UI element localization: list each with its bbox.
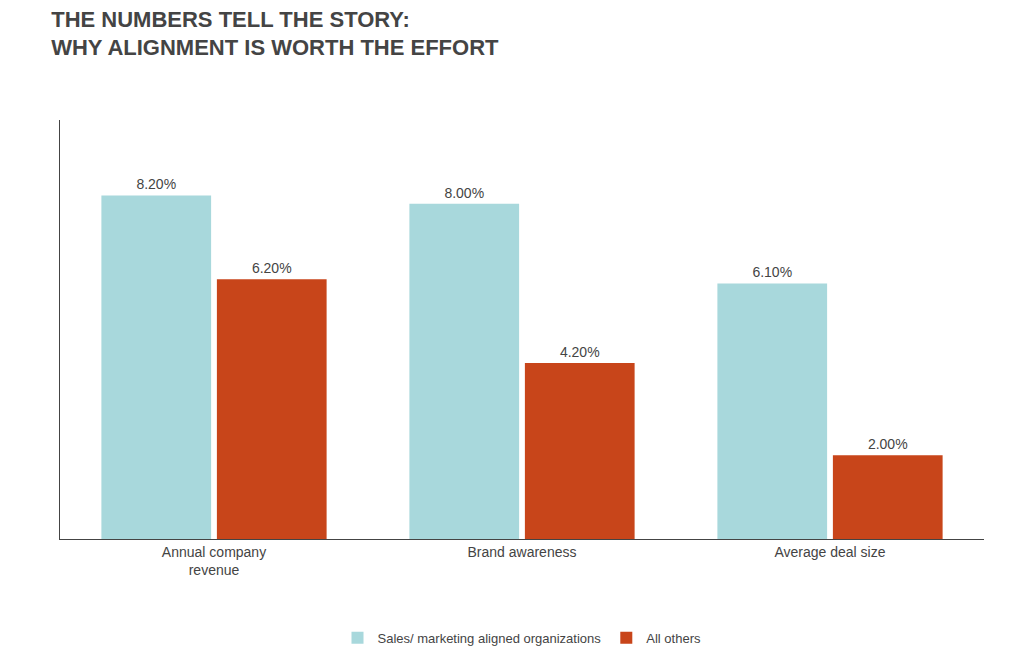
svg-text:4.20%: 4.20% <box>560 344 600 360</box>
svg-text:THE NUMBERS TELL THE STORY:WHY: THE NUMBERS TELL THE STORY:WHY ALIGNMENT… <box>51 7 499 61</box>
svg-text:6.20%: 6.20% <box>252 260 292 276</box>
svg-text:Annual companyrevenue: Annual companyrevenue <box>162 544 266 578</box>
svg-text:Average deal size: Average deal size <box>774 544 885 560</box>
svg-text:2.00%: 2.00% <box>868 436 908 452</box>
svg-text:Sales/ marketing aligned organ: Sales/ marketing aligned organizations <box>378 631 602 646</box>
svg-text:6.10%: 6.10% <box>752 264 792 280</box>
svg-text:Brand awareness: Brand awareness <box>468 544 577 560</box>
svg-text:All others: All others <box>646 631 701 646</box>
svg-text:8.20%: 8.20% <box>136 176 176 192</box>
svg-text:8.00%: 8.00% <box>444 185 484 201</box>
